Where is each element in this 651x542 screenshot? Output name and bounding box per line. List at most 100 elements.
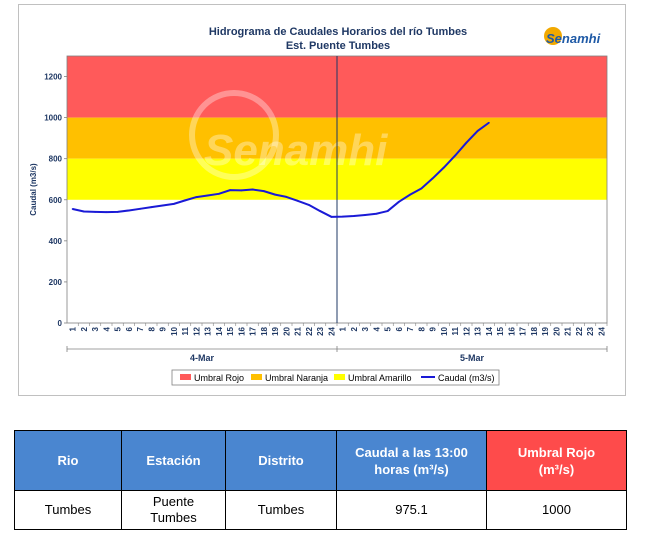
x-tick-label: 8	[147, 326, 156, 331]
x-tick-label: 18	[260, 326, 269, 335]
legend-label-rojo: Umbral Rojo	[194, 373, 244, 383]
header-umbral-rojo: Umbral Rojo (m³/s)	[486, 430, 627, 491]
logo-sun-icon	[544, 27, 562, 45]
day-label: 4-Mar	[190, 353, 215, 363]
x-tick-label: 20	[282, 326, 291, 335]
data-point	[262, 190, 265, 193]
data-point	[476, 130, 479, 132]
data-point	[386, 210, 389, 212]
x-tick-label: 9	[429, 326, 438, 331]
data-point	[172, 202, 175, 205]
chart-legend: Umbral Rojo Umbral Naranja Umbral Amaril…	[171, 369, 500, 386]
x-tick-label: 5	[384, 326, 393, 331]
day-label: 5-Mar	[460, 353, 485, 363]
x-tick-label: 19	[541, 326, 550, 335]
data-point	[420, 187, 423, 190]
header-distrito: Distrito	[225, 430, 337, 491]
x-tick-label: 17	[249, 326, 258, 335]
x-tick-label: 4	[102, 326, 111, 331]
x-tick-label: 13	[204, 326, 213, 335]
x-tick-label: 8	[417, 326, 426, 331]
x-tick-label: 22	[305, 326, 314, 335]
x-tick-label: 16	[237, 326, 246, 335]
data-point	[431, 177, 434, 180]
y-axis-label: Caudal (m3/s)	[29, 163, 38, 216]
legend-swatch-amarillo	[334, 374, 345, 380]
data-point	[195, 196, 198, 198]
x-tick-label: 19	[271, 326, 280, 335]
table-row: Tumbes Puente Tumbes Tumbes 975.1 1000	[14, 490, 627, 530]
data-point	[442, 166, 445, 169]
x-tick-label: 6	[395, 326, 404, 331]
header-estacion: Estación	[121, 430, 226, 491]
x-tick-label: 10	[440, 326, 449, 335]
x-tick-label: 23	[316, 326, 325, 335]
y-tick-label: 600	[49, 196, 63, 205]
logo-text: Senamhi	[546, 31, 601, 46]
watermark-text: Senamhi	[204, 126, 388, 175]
y-tick-label: 200	[49, 278, 63, 287]
x-tick-label: 5	[114, 326, 123, 331]
data-point	[251, 188, 254, 191]
x-tick-label: 1	[69, 326, 78, 331]
chart-subtitle: Est. Puente Tumbes	[286, 40, 390, 52]
series-line-caudal	[72, 121, 490, 218]
data-point	[341, 215, 344, 218]
x-tick-label: 10	[170, 326, 179, 335]
y-tick-label: 400	[49, 237, 63, 246]
cell-estacion: Puente Tumbes	[121, 490, 226, 530]
x-tick-label: 15	[496, 326, 505, 335]
x-tick-label: 24	[327, 326, 336, 335]
cell-rio: Tumbes	[14, 490, 122, 530]
data-point	[139, 207, 142, 210]
x-tick-label: 9	[159, 326, 168, 331]
x-tick-label: 20	[552, 326, 561, 335]
data-point	[105, 211, 108, 213]
x-tick-label: 3	[361, 326, 370, 331]
data-point	[397, 200, 400, 203]
x-tick-label: 12	[462, 326, 471, 335]
cell-caudal: 975.1	[336, 490, 487, 530]
x-tick-label: 14	[485, 326, 494, 335]
y-tick-label: 1200	[44, 73, 62, 82]
x-tick-label: 15	[226, 326, 235, 335]
data-point	[184, 199, 187, 202]
x-tick-label: 21	[294, 326, 303, 335]
table-header-row: Rio Estación Distrito Caudal a las 13:00…	[14, 430, 627, 491]
watermark: Senamhi	[189, 90, 388, 180]
data-point	[375, 212, 378, 215]
summary-table: Rio Estación Distrito Caudal a las 13:00…	[14, 430, 627, 530]
x-tick-label: 2	[80, 326, 89, 331]
x-tick-label: 21	[564, 326, 573, 335]
x-tick-label: 4	[372, 326, 381, 331]
x-tick-label: 22	[575, 326, 584, 335]
legend-label-amarillo: Umbral Amarillo	[348, 373, 412, 383]
x-tick-label: 1	[339, 326, 348, 331]
data-point	[217, 192, 220, 195]
data-point	[364, 214, 367, 216]
x-tick-label: 17	[519, 326, 528, 335]
data-point	[206, 194, 209, 197]
data-point	[240, 189, 243, 192]
legend-label-caudal: Caudal (m3/s)	[438, 373, 495, 383]
data-point	[352, 215, 355, 217]
cell-distrito: Tumbes	[225, 490, 337, 530]
senamhi-logo: Senamhi	[544, 27, 601, 46]
x-tick-label: 24	[597, 326, 606, 335]
x-tick-label: 11	[181, 326, 190, 335]
chart-title: Hidrograma de Caudales Horarios del río …	[209, 26, 467, 38]
x-tick-label: 14	[215, 326, 224, 335]
legend-label-naranja: Umbral Naranja	[265, 373, 328, 383]
x-tick-label: 6	[125, 326, 134, 331]
data-point	[161, 204, 164, 207]
y-tick-label: 0	[58, 319, 63, 328]
data-point	[330, 215, 333, 218]
x-tick-label: 7	[406, 326, 415, 331]
legend-swatch-naranja	[251, 374, 262, 380]
data-point	[82, 210, 85, 213]
x-tick-label: 16	[507, 326, 516, 335]
data-point	[71, 208, 74, 210]
data-point	[307, 204, 310, 206]
data-point	[319, 210, 322, 212]
data-point	[285, 195, 288, 198]
